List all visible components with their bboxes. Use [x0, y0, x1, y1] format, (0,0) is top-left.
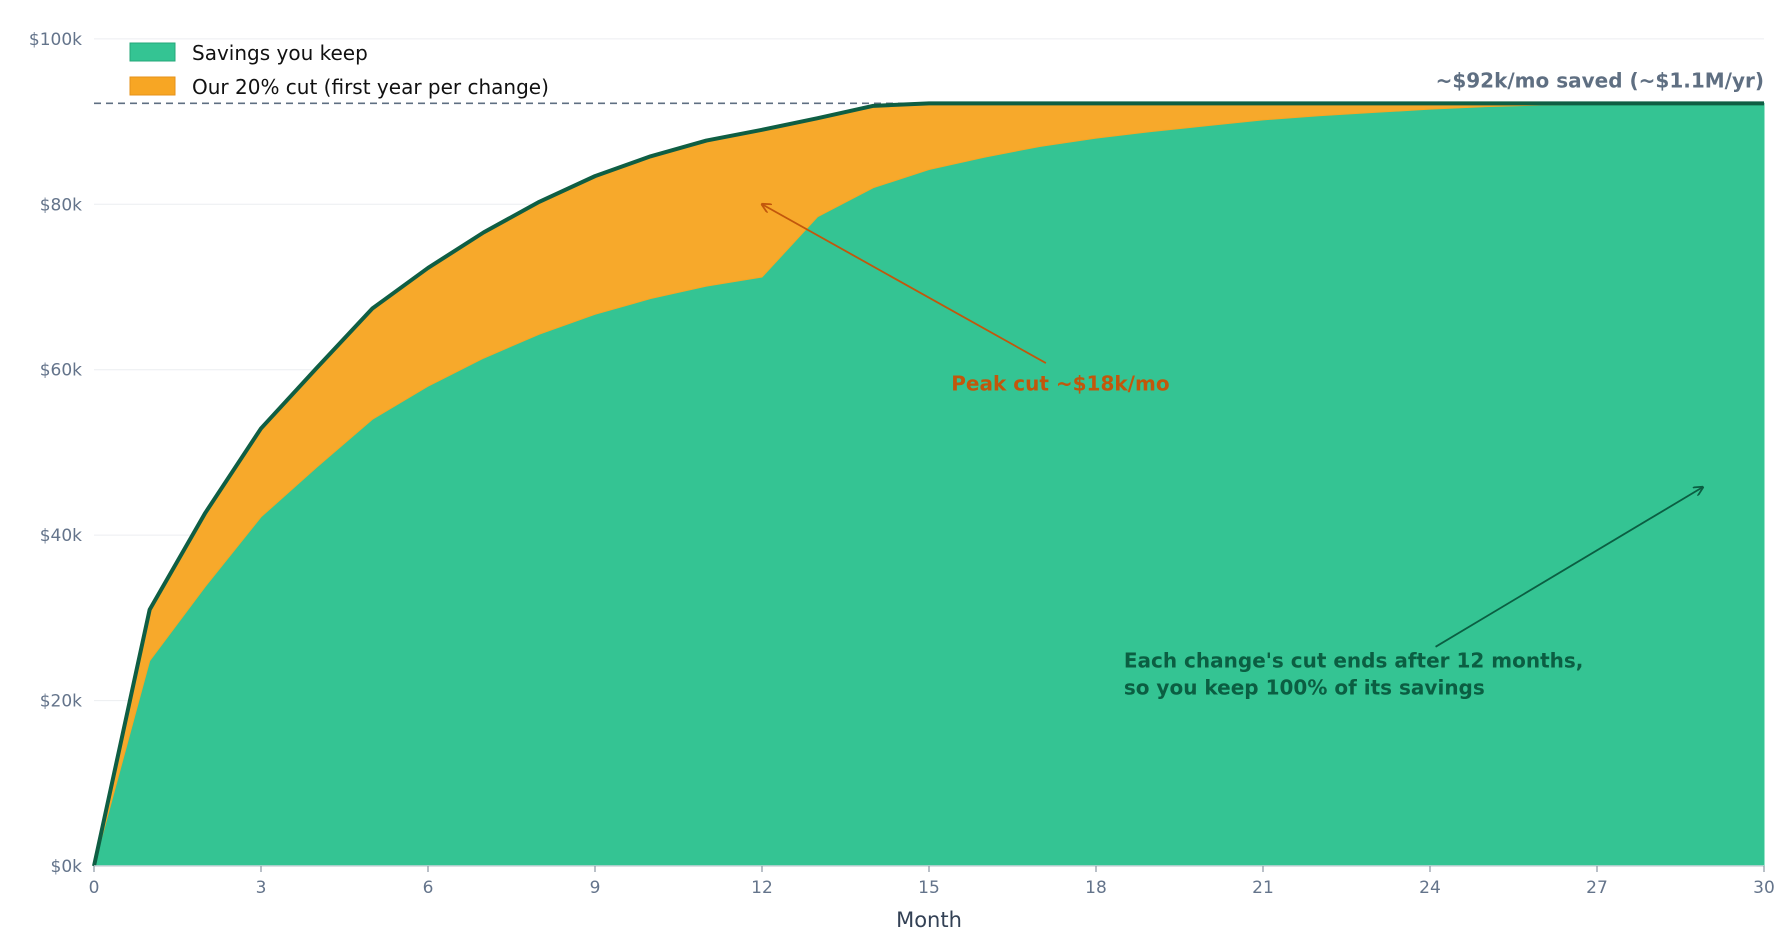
annotation-arrow-peak-cut: [762, 204, 1047, 364]
area-savings-you-keep: [93, 102, 1765, 867]
y-tick-label: $60k: [40, 361, 82, 381]
legend: Savings you keep Our 20% cut (first year…: [129, 41, 549, 99]
x-tick-label: 24: [1419, 878, 1441, 898]
x-axis-title: Month: [896, 908, 962, 932]
x-tick-label: 18: [1085, 878, 1107, 898]
annotation-line: Peak cut ~$18k/mo: [951, 371, 1169, 395]
y-tick-label: $80k: [40, 195, 82, 215]
annotation-text-cut-ends: Each change's cut ends after 12 months, s…: [1124, 648, 1584, 699]
legend-swatch-cut: [129, 76, 176, 96]
annotation-arrow-cut-ends: [1435, 487, 1703, 648]
y-tick-label: $100k: [29, 30, 82, 50]
x-tick-label: 3: [256, 878, 267, 898]
x-tick-label: 6: [423, 878, 434, 898]
x-tick-label: 9: [590, 878, 601, 898]
x-tick-label: 27: [1586, 878, 1608, 898]
x-tick-label: 12: [751, 878, 773, 898]
x-tick-label: 15: [918, 878, 940, 898]
y-tick-label: $20k: [40, 692, 82, 712]
y-tick-label: $0k: [51, 857, 83, 877]
total-line-group: [92, 101, 1764, 867]
annotation-line: so you keep 100% of its savings: [1124, 675, 1485, 699]
legend-label-keep: Savings you keep: [192, 41, 368, 65]
x-tick-label: 0: [89, 878, 100, 898]
legend-swatch-keep: [129, 42, 176, 62]
y-tick-label: $40k: [40, 526, 82, 546]
annotation-line: Each change's cut ends after 12 months,: [1124, 648, 1584, 672]
stacked-areas: [93, 102, 1765, 867]
annotations: Peak cut ~$18k/mo Each change's cut ends …: [762, 204, 1703, 699]
x-tick-label: 21: [1252, 878, 1274, 898]
legend-label-cut: Our 20% cut (first year per change): [192, 75, 549, 99]
annotation-text-peak-cut: Peak cut ~$18k/mo: [951, 371, 1169, 395]
axes: $0k $20k $40k $60k $80k $100k 0 3 6 9 12 15 18 21 24 27…: [29, 30, 1775, 898]
x-tick-label: 30: [1753, 878, 1775, 898]
reference-line-label: ~$92k/mo saved (~$1.1M/yr): [1436, 68, 1764, 92]
total-savings-line: [92, 101, 1764, 867]
